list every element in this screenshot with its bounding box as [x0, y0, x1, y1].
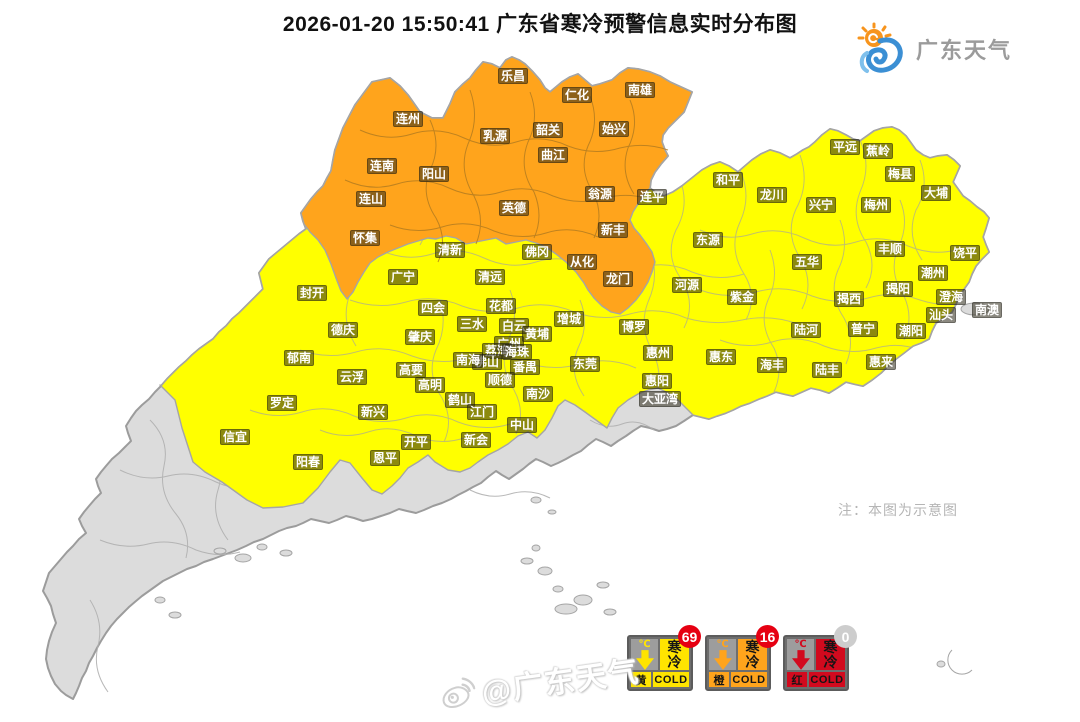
- legend-badge-orange: 16 ℃ 寒冷橙 COLD: [705, 625, 779, 691]
- legend-badge-red: 0 ℃ 寒冷红 COLD: [783, 625, 857, 691]
- page-title: 2026-01-20 15:50:41 广东省寒冷预警信息实时分布图: [282, 13, 798, 36]
- legend-cold-label: COLD: [731, 672, 767, 687]
- temperature-drop-icon: ℃: [709, 639, 736, 670]
- temperature-drop-icon: ℃: [787, 639, 814, 670]
- legend-warning-text: 寒冷: [816, 639, 845, 670]
- guangdong-weather-logo: 广东天气: [852, 22, 1012, 76]
- watermark: @广东天气: [437, 646, 642, 718]
- temperature-drop-icon: ℃: [631, 639, 658, 670]
- legend-level-label: 橙: [709, 672, 729, 687]
- weibo-icon: [442, 677, 476, 709]
- legend-cold-label: COLD: [809, 672, 845, 687]
- legend: 69 ℃ 寒冷黄 COLD 16 ℃ 寒冷橙 COLD 0 ℃ 寒冷红 COLD: [627, 625, 857, 691]
- orange-county-boundaries: [344, 89, 669, 263]
- legend-cold-label: COLD: [653, 672, 689, 687]
- logo-text: 广东天气: [915, 38, 1012, 63]
- no-warning-county-borders: [89, 419, 655, 693]
- note-text: 注：本图为示意图: [838, 502, 958, 518]
- legend-level-label: 黄: [631, 672, 651, 687]
- legend-level-label: 红: [787, 672, 807, 687]
- legend-count-badge: 0: [834, 625, 857, 648]
- legend-count-badge: 69: [678, 625, 701, 648]
- legend-count-badge: 16: [756, 625, 779, 648]
- sun-typhoon-logo-icon: [857, 22, 903, 73]
- legend-badge-yellow: 69 ℃ 寒冷黄 COLD: [627, 625, 701, 691]
